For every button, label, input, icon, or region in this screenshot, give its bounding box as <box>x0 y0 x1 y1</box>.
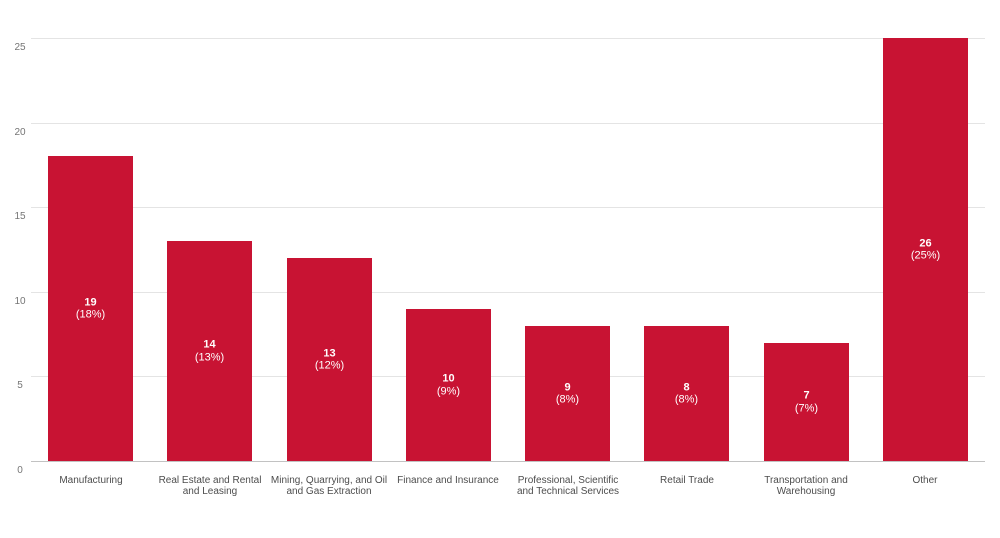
bar-manufacturing[interactable]: 19 (18%) <box>48 156 133 461</box>
bar-value-label: 26 (25%) <box>873 237 978 262</box>
bar-other[interactable]: 26 (25%) <box>883 38 968 461</box>
bar-finance-and-insurance[interactable]: 10 (9%) <box>406 309 491 461</box>
bar-mining-quarrying-and-oil-and-gas-extraction[interactable]: 13 (12%) <box>287 258 372 461</box>
gridline <box>31 38 985 39</box>
y-tick-label: 15 <box>14 211 26 222</box>
bar-value-label: 7 (7%) <box>754 390 859 415</box>
bar-count: 8 <box>683 381 690 393</box>
bar-count: 7 <box>803 389 810 402</box>
y-tick-label: 25 <box>14 42 26 53</box>
y-tick-label: 20 <box>14 127 26 138</box>
category-label: Professional, Scientific and Technical S… <box>516 475 620 497</box>
bar-percent: (9%) <box>436 385 461 397</box>
bar-count: 14 <box>203 338 216 351</box>
bar-value-label: 14 (13%) <box>157 339 262 364</box>
gridline <box>31 292 985 293</box>
category-label: Transportation and Warehousing <box>764 475 848 497</box>
category-label: Real Estate and Rental and Leasing <box>158 475 262 497</box>
gridline <box>31 376 985 377</box>
gridline <box>31 123 985 124</box>
bar-percent: (12%) <box>314 359 345 372</box>
x-axis-line <box>31 461 985 462</box>
bar-count: 26 <box>919 237 932 249</box>
bar-real-estate-and-rental-and-leasing[interactable]: 14 (13%) <box>167 241 252 461</box>
category-label: Finance and Insurance <box>397 475 499 486</box>
bar-count: 19 <box>84 296 97 308</box>
bar-percent: (25%) <box>910 249 941 262</box>
bar-count: 10 <box>442 372 455 385</box>
bar-percent: (18%) <box>75 308 106 321</box>
y-tick-label: 10 <box>14 296 26 307</box>
bar-value-label: 13 (12%) <box>277 347 382 372</box>
bar-percent: (8%) <box>555 393 580 406</box>
bar-value-label: 8 (8%) <box>634 381 739 406</box>
y-tick-label: 5 <box>17 380 23 391</box>
category-label: Manufacturing <box>59 475 123 486</box>
bar-percent: (13%) <box>194 351 225 363</box>
bar-count: 9 <box>564 381 571 393</box>
bar-retail-trade[interactable]: 8 (8%) <box>644 326 729 461</box>
category-label: Other <box>912 475 938 486</box>
bar-percent: (7%) <box>794 402 819 414</box>
bar-professional-scientific-and-technical-services[interactable]: 9 (8%) <box>525 326 610 461</box>
y-tick-label: 0 <box>17 465 23 476</box>
bar-value-label: 10 (9%) <box>396 373 501 398</box>
gridline <box>31 207 985 208</box>
bar-value-label: 9 (8%) <box>515 381 620 406</box>
bar-transportation-and-warehousing[interactable]: 7 (7%) <box>764 343 849 461</box>
bar-value-label: 19 (18%) <box>38 296 143 321</box>
category-label: Retail Trade <box>660 475 714 486</box>
bar-percent: (8%) <box>674 393 699 406</box>
category-label: Mining, Quarrying, and Oil and Gas Extra… <box>270 475 388 497</box>
bar-count: 13 <box>323 347 336 359</box>
